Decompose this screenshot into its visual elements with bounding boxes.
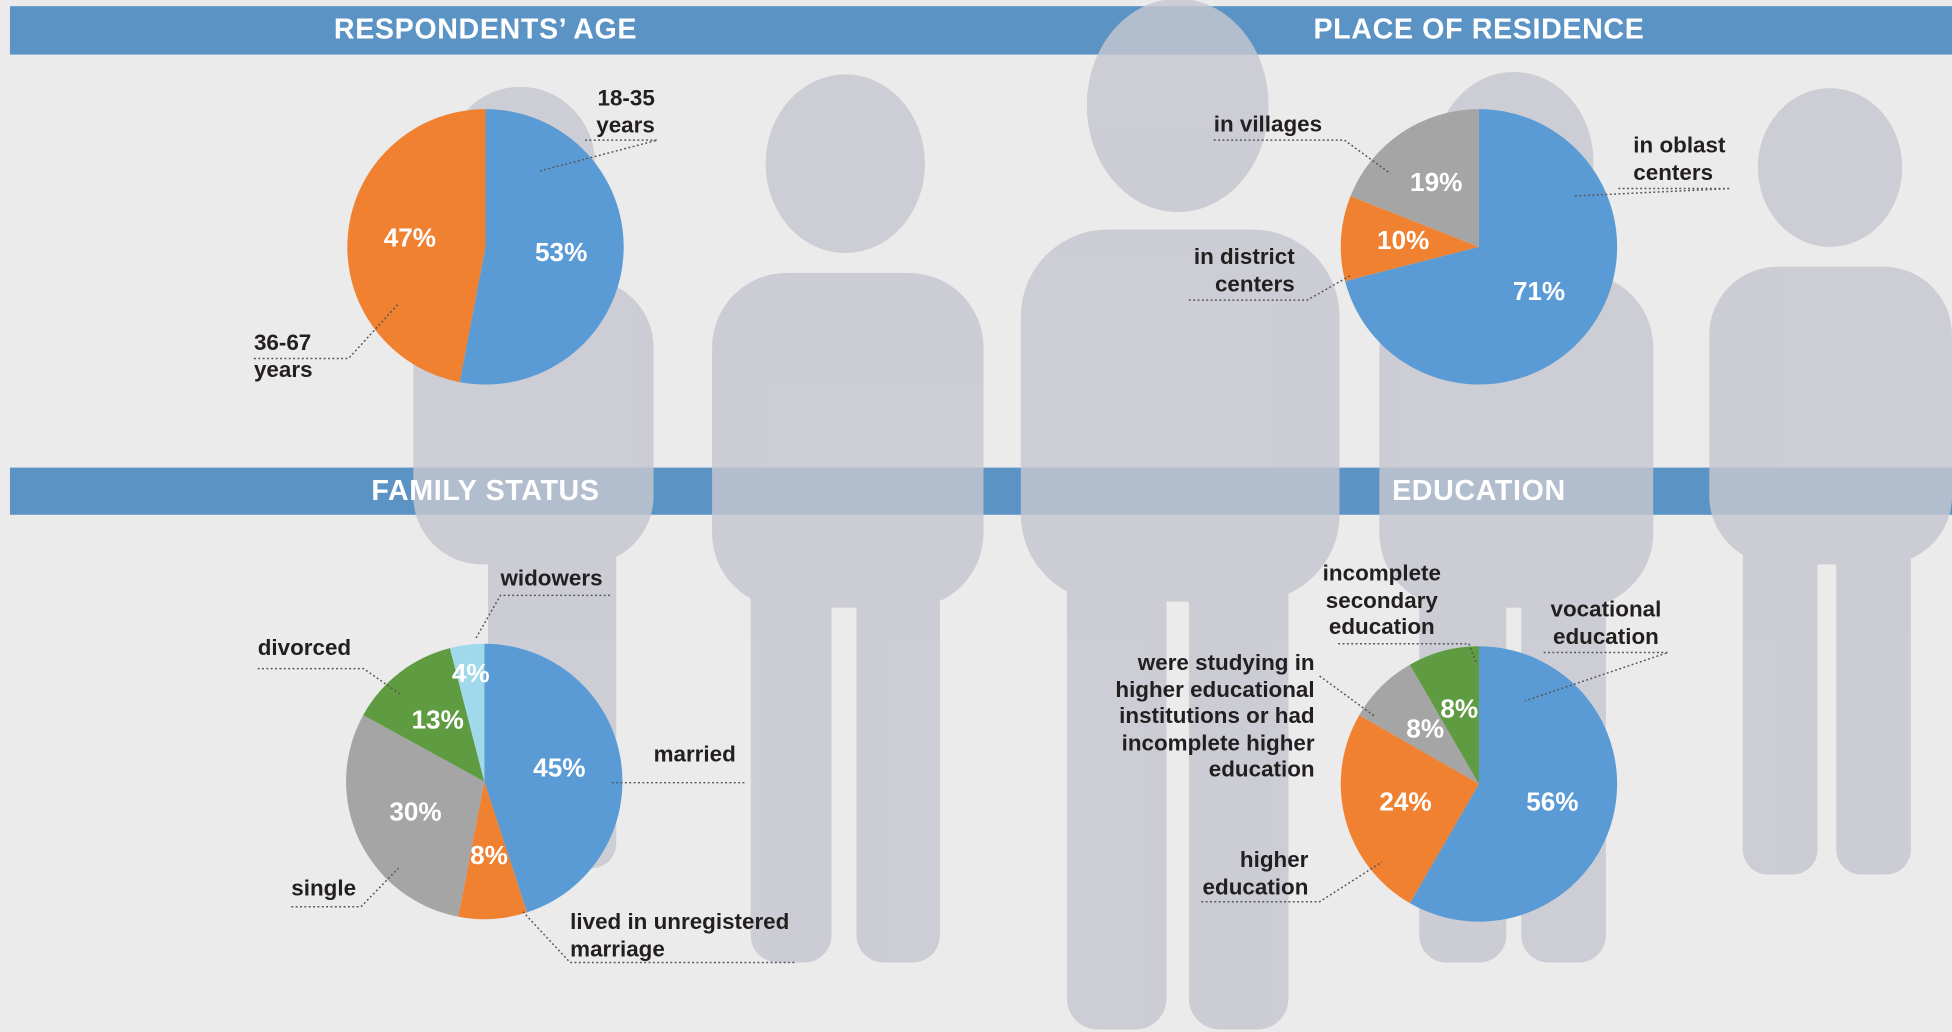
body (1709, 267, 1952, 565)
chart-title: FAMILY STATUS (371, 475, 599, 507)
chart-title: RESPONDENTS’ AGE (334, 14, 637, 46)
category-label: 36-67 years (254, 330, 313, 383)
category-label: in villages (1214, 112, 1322, 139)
value-label: 30% (389, 797, 441, 827)
leg (1743, 521, 1818, 875)
leg (751, 558, 832, 962)
leg (1836, 521, 1911, 875)
head (1758, 88, 1902, 247)
leg (1189, 546, 1289, 1030)
value-label: 8% (470, 840, 508, 870)
value-label: 24% (1379, 786, 1431, 816)
category-label: were studying in higher educational inst… (1115, 650, 1314, 783)
value-label: 47% (384, 223, 436, 253)
value-label: 45% (533, 753, 585, 783)
value-label: 10% (1377, 225, 1429, 255)
category-label: in district centers (1194, 244, 1295, 297)
value-label: 4% (452, 658, 490, 688)
category-label: 18-35 years (596, 86, 655, 139)
leg (856, 558, 939, 962)
leg (1067, 546, 1167, 1030)
category-label: vocational education (1551, 597, 1662, 650)
body (712, 273, 983, 608)
category-label: incomplete secondary education (1323, 561, 1441, 641)
category-label: single (291, 876, 356, 903)
header-bar (10, 6, 1952, 54)
head (1087, 0, 1269, 212)
value-label: 53% (535, 237, 587, 267)
category-label: lived in unregistered marriage (570, 909, 789, 962)
value-label: 19% (1410, 167, 1462, 197)
value-label: 13% (412, 705, 464, 735)
chart-title: EDUCATION (1392, 475, 1566, 507)
head (766, 74, 925, 253)
category-label: divorced (258, 635, 351, 662)
value-label: 8% (1440, 694, 1478, 724)
page: {"chart_data": [ {"type": "pie", "title"… (0, 0, 1952, 1032)
infographic: RESPONDENTS’ AGE 53% 47% PLACE OF RESIDENCE… (0, 0, 1952, 1032)
value-label: 71% (1513, 276, 1565, 306)
chart-title: PLACE OF RESIDENCE (1313, 14, 1644, 46)
value-label: 56% (1526, 786, 1578, 816)
value-label: 8% (1406, 713, 1444, 743)
category-label: higher education (1203, 847, 1309, 900)
category-label: married (654, 742, 736, 769)
category-label: widowers (500, 566, 602, 593)
category-label: in oblast centers (1633, 133, 1725, 186)
